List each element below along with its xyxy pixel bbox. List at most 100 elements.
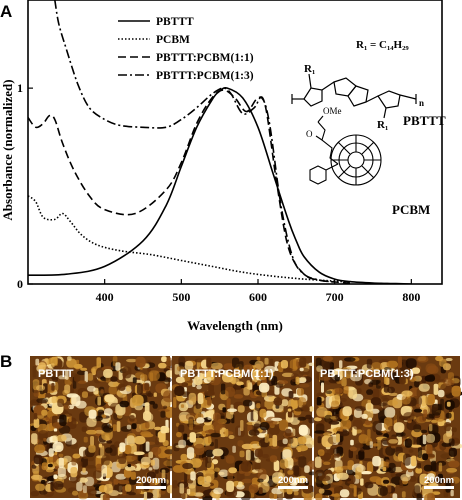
afm-grain (371, 362, 382, 372)
afm-grain (410, 444, 422, 448)
afm-grain (225, 455, 235, 464)
afm-grain (437, 389, 445, 398)
afm-grain (207, 429, 215, 433)
afm-grain (184, 371, 191, 382)
afm-grain (211, 459, 219, 465)
afm-grain (72, 490, 79, 496)
afm-label-1: PBTTT (38, 368, 74, 380)
afm-grain (325, 390, 332, 394)
afm-grain (254, 457, 259, 463)
afm-grain (38, 362, 46, 371)
afm-grain (321, 382, 324, 393)
series-lines (28, 0, 412, 284)
afm-grain (316, 392, 324, 398)
afm-grain (348, 387, 358, 399)
afm-grain (81, 391, 88, 398)
afm-grain (189, 419, 193, 431)
afm-grain (36, 398, 49, 404)
afm-grain (336, 453, 340, 457)
afm-grain (226, 411, 234, 420)
afm-grain (232, 357, 240, 368)
afm-grain (259, 408, 267, 418)
afm-grain (367, 400, 371, 410)
afm-label-3: PBTTT:PCBM(1:3) (320, 368, 414, 380)
afm-grain (393, 422, 405, 433)
afm-grain (226, 398, 231, 409)
afm-grain (370, 397, 381, 406)
afm-grain (358, 434, 368, 444)
afm-grain (323, 362, 333, 368)
afm-grain (335, 413, 340, 419)
afm-grain (298, 424, 308, 436)
afm-grain (281, 399, 288, 407)
afm-grain (272, 434, 278, 447)
afm-grain (161, 469, 166, 479)
afm-grain (237, 440, 244, 447)
afm-grain (166, 357, 172, 367)
afm-grain (438, 462, 443, 472)
afm-grain (228, 467, 237, 474)
afm-grain (409, 377, 417, 382)
afm-grain (336, 433, 340, 443)
afm-grain (115, 362, 121, 371)
plot-frame (27, 0, 443, 285)
afm-grain (348, 449, 353, 459)
afm-grain (237, 405, 245, 413)
afm-grain (118, 453, 127, 464)
afm-grain (415, 467, 423, 474)
afm-grain (87, 456, 95, 462)
afm-grain (264, 433, 269, 443)
r1-label-bottom: R₁ (377, 119, 388, 131)
scale-bar-3 (424, 486, 454, 489)
afm-grain (181, 391, 191, 397)
afm-grain (53, 474, 58, 479)
afm-grain (180, 404, 185, 408)
afm-grain (232, 384, 243, 390)
afm-grain (331, 400, 340, 409)
afm-grain (390, 471, 396, 478)
afm-grain (184, 360, 194, 371)
afm-grain (386, 360, 399, 368)
afm-grain (401, 390, 413, 397)
afm-grain (212, 448, 224, 457)
afm-grain (349, 446, 357, 452)
afm-grain (126, 358, 138, 363)
afm-grain (388, 439, 398, 444)
x-tick-label: 800 (402, 290, 420, 304)
afm-grain (71, 394, 81, 407)
afm-grain (430, 460, 437, 471)
afm-grain (258, 382, 270, 393)
afm-grain (360, 478, 364, 486)
afm-grain (422, 453, 429, 461)
afm-grain (241, 443, 254, 450)
afm-grain (132, 377, 137, 384)
afm-grain (355, 406, 366, 411)
afm-grain (428, 481, 437, 487)
afm-grain (418, 383, 430, 392)
afm-grain (98, 443, 103, 448)
afm-grain (354, 443, 364, 448)
afm-grain (258, 369, 267, 380)
afm-grain (292, 397, 300, 401)
afm-grain (196, 417, 205, 424)
afm-grain (269, 492, 276, 500)
afm-grain (140, 431, 152, 437)
legend: PBTTT PCBM PBTTT:PCBM(1:1) PBTTT:PCBM(1:… (118, 16, 254, 82)
afm-grain (154, 426, 162, 431)
afm-grain (403, 412, 415, 421)
afm-grain (33, 413, 38, 420)
afm-grain (81, 426, 87, 432)
afm-grain (108, 385, 117, 395)
afm-grain (335, 426, 343, 432)
afm-grain (78, 461, 83, 467)
afm-grain (427, 492, 435, 500)
afm-grain (303, 493, 312, 500)
scale-text-3: 200nm (424, 475, 454, 486)
afm-grain (58, 453, 64, 458)
afm-grain (387, 399, 398, 406)
afm-panel-2: PBTTT:PCBM(1:1) 200nm (180, 368, 308, 489)
afm-grain (334, 493, 340, 500)
afm-grain (45, 417, 49, 421)
afm-grain (131, 423, 137, 430)
afm-grain (448, 438, 455, 447)
